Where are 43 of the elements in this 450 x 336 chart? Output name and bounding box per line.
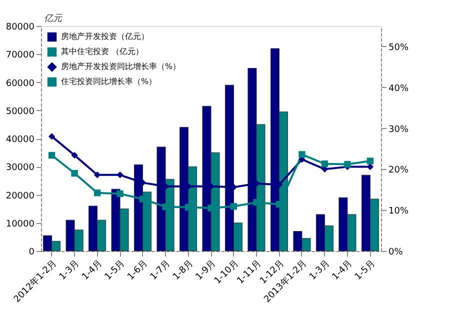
y-tick-label: 30000 <box>6 163 35 174</box>
y-tick-label: 60000 <box>6 78 35 89</box>
point <box>366 163 374 170</box>
y2-tick-label: 10% <box>388 206 409 217</box>
point <box>116 190 124 198</box>
y2-tick-label: 20% <box>388 166 409 176</box>
point <box>366 158 374 164</box>
y-tick-label: 50000 <box>6 106 35 117</box>
legend-label: 住宅投资同比增长率（%） <box>61 77 157 86</box>
point <box>321 160 328 168</box>
x-tick-label: 1-4月 <box>330 258 355 282</box>
y2-tick-label: 50% <box>388 42 409 53</box>
y-tick-label: 40000 <box>6 135 35 145</box>
point <box>230 203 238 210</box>
legend-label: 房地产开发投资（亿元） <box>61 32 149 41</box>
y-tick-label: 20000 <box>6 191 35 202</box>
point <box>94 190 101 196</box>
text: 亿元 <box>44 13 63 24</box>
x-tick-label: 1-5月 <box>353 258 378 282</box>
x-tick-label: 1-5月 <box>103 258 128 282</box>
y-tick-label: 10000 <box>6 219 35 230</box>
point <box>116 172 124 178</box>
y-tick-label: 70000 <box>6 50 35 61</box>
x-tick-label: 1-3月 <box>308 258 332 282</box>
x-tick-label: 1-7月 <box>148 258 173 282</box>
point <box>94 172 101 178</box>
y-tick-label: 80000 <box>6 22 35 32</box>
x-tick-label: 1-8月 <box>171 258 196 282</box>
x-tick-label: 1-3月 <box>58 258 82 282</box>
point <box>71 152 78 159</box>
point <box>71 170 78 177</box>
legend-label: 房地产开发投资同比增长率（%） <box>61 62 181 71</box>
y2-tick-label: 0% <box>388 248 404 258</box>
y2-tick-label: 30% <box>388 124 409 135</box>
legend-label: 其中住宅投资 （亿元） <box>61 47 144 56</box>
y2-tick-label: 40% <box>388 84 409 94</box>
point <box>298 151 306 158</box>
point <box>48 133 56 140</box>
y-tick-label: 0 <box>28 248 35 258</box>
x-tick-label: 1-6月 <box>126 258 150 282</box>
x-tick-label: 1-4月 <box>80 258 104 282</box>
point <box>344 160 351 168</box>
point <box>48 152 56 159</box>
